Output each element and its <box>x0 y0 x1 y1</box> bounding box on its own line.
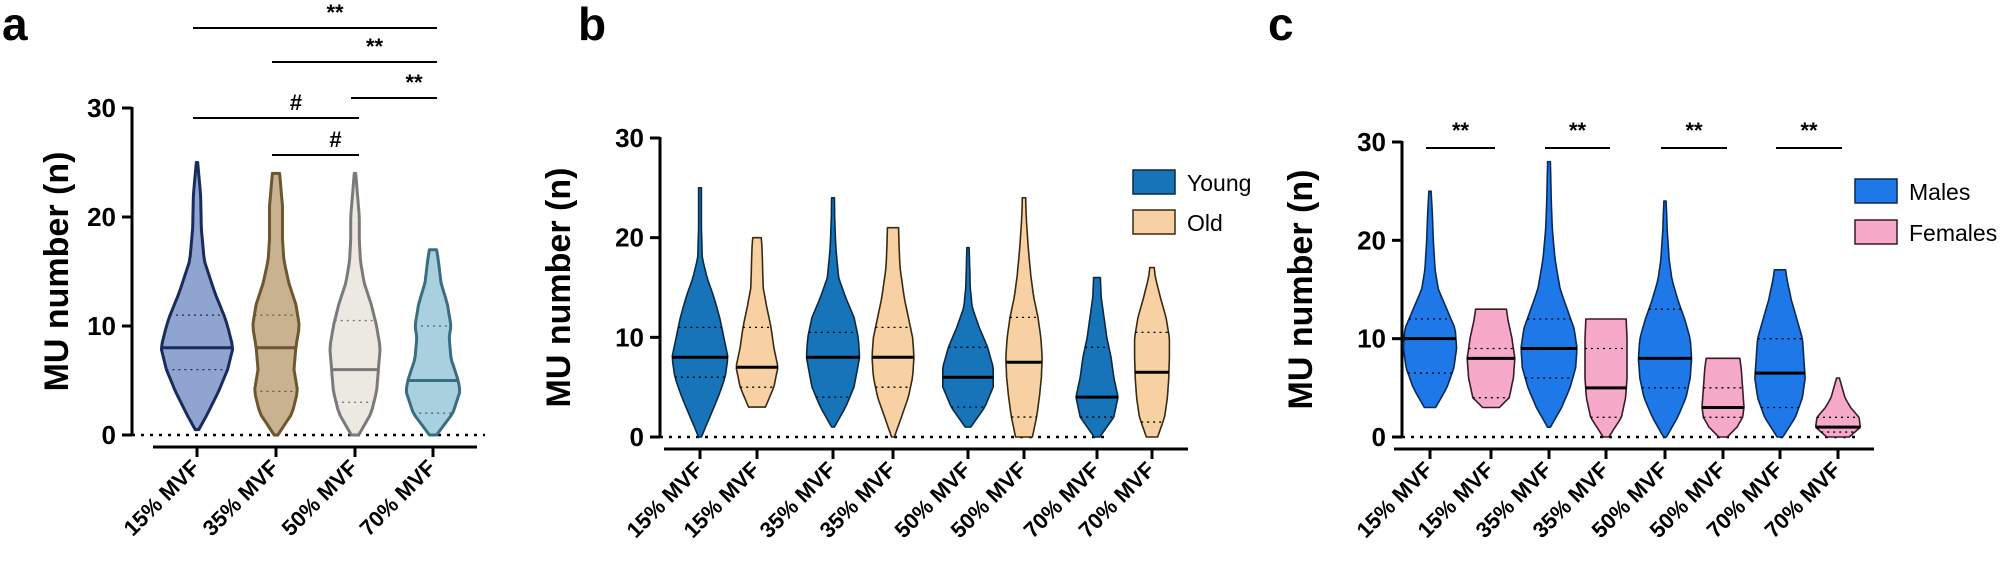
violin-body <box>736 238 777 407</box>
violin-body <box>1702 358 1744 437</box>
violin-body <box>1585 319 1627 437</box>
significance-label: ** <box>366 34 384 59</box>
violin-body <box>330 173 380 435</box>
significance-label: ** <box>1800 118 1818 143</box>
legend-swatch <box>1133 210 1175 234</box>
y-tick-label: 30 <box>1357 127 1386 157</box>
violin-body <box>406 250 459 435</box>
y-tick-label: 20 <box>87 202 116 232</box>
y-tick-label: 0 <box>630 422 644 452</box>
significance-label: ** <box>405 70 423 95</box>
significance-label: # <box>329 127 341 152</box>
y-tick-label: 0 <box>102 420 116 450</box>
legend-swatch <box>1133 170 1175 194</box>
significance-label: ** <box>1685 118 1703 143</box>
panel-label-c: c <box>1268 0 1294 50</box>
violin-body <box>1521 162 1577 428</box>
legend-swatch <box>1855 179 1897 203</box>
violin-body <box>807 198 860 427</box>
y-tick-label: 10 <box>1357 324 1386 354</box>
significance-label: ** <box>1452 118 1470 143</box>
y-axis-label: MU number (n) <box>540 168 578 408</box>
y-tick-label: 30 <box>87 93 116 123</box>
y-tick-label: 0 <box>1372 422 1386 452</box>
significance-label: ** <box>1569 118 1587 143</box>
significance-label: ** <box>326 0 344 25</box>
y-tick-label: 10 <box>87 311 116 341</box>
y-axis-label: MU number (n) <box>38 152 76 392</box>
legend-label: Males <box>1909 179 1970 205</box>
legend-label: Young <box>1187 170 1251 196</box>
significance-label: # <box>290 90 302 115</box>
x-tick-label: 35% MVF <box>198 455 284 541</box>
violin-body <box>1639 201 1692 437</box>
violin-body <box>872 228 914 437</box>
panel-label-b: b <box>578 0 606 50</box>
violin-body <box>1076 278 1118 438</box>
violin-body <box>1755 270 1805 437</box>
legend-label: Old <box>1187 210 1223 236</box>
y-axis-label: MU number (n) <box>1282 170 1320 410</box>
violin-body <box>1135 268 1170 437</box>
violin-body <box>253 173 299 435</box>
violin-body <box>1403 191 1456 407</box>
legend-swatch <box>1855 220 1897 244</box>
violin-body <box>943 248 993 427</box>
violin-body <box>672 188 727 437</box>
y-tick-label: 10 <box>615 322 644 352</box>
y-tick-label: 20 <box>1357 225 1386 255</box>
x-tick-label: 50% MVF <box>277 455 363 541</box>
violin-body <box>161 163 232 430</box>
legend-label: Females <box>1909 220 1997 246</box>
panel-label-a: a <box>2 0 28 50</box>
y-tick-label: 30 <box>615 123 644 153</box>
x-tick-label: 15% MVF <box>119 455 205 541</box>
x-tick-label: 70% MVF <box>355 455 441 541</box>
y-tick-label: 20 <box>615 223 644 253</box>
